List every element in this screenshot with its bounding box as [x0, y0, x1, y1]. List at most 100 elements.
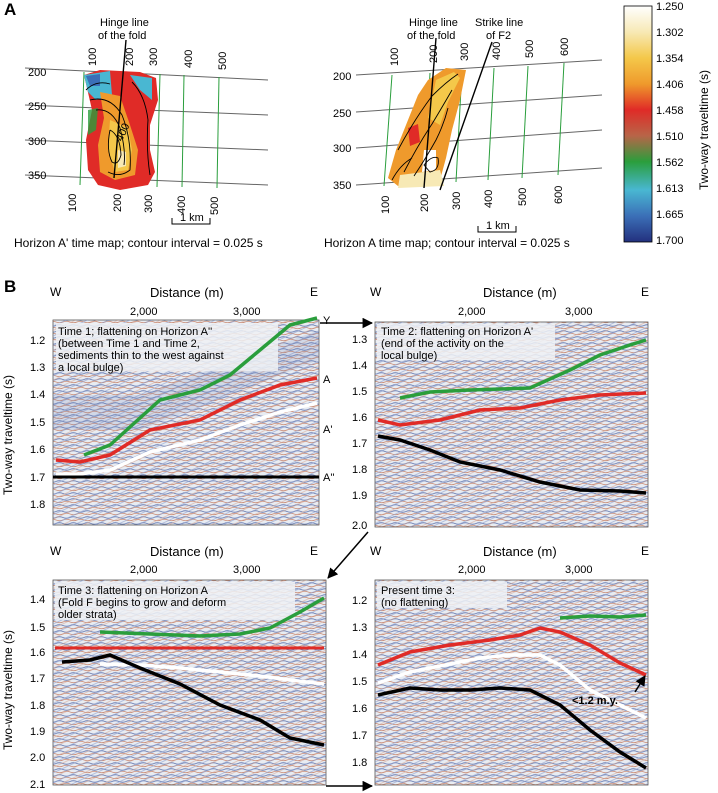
map-right-top-tick: 100 — [389, 48, 401, 66]
section-1-label-line: (between Time 1 and Time 2, — [58, 338, 200, 350]
map-left-top-tick: 300 — [148, 48, 160, 66]
horizon-label-a: A — [323, 374, 331, 386]
colorbar-label: Two-way traveltime (s) — [697, 70, 711, 190]
section-1-y-label: Two-way traveltime (s) — [1, 375, 15, 495]
section-1-label-line: Time 1; flattening on Horizon A'' — [58, 326, 212, 338]
section-2-y-tick: 1.7 — [352, 438, 367, 450]
hinge-label-left-2: of the fold — [98, 30, 146, 42]
horizon-label-y: Y — [323, 315, 331, 327]
map-right-caption: Horizon A time map; contour interval = 0… — [324, 236, 570, 250]
panel-letter-b: B — [4, 277, 16, 296]
section-3-label-line: Time 3: flattening on Horizon A — [58, 585, 209, 597]
map-left-top-tick: 400 — [183, 50, 195, 68]
section-2: W E Distance (m) 2,000 3,000 Time 2: fla… — [352, 285, 649, 532]
colorbar-tick: 1.302 — [656, 27, 684, 39]
hinge-label-left-1: Hinge line — [100, 17, 149, 29]
map-right-top-tick: 300 — [459, 43, 471, 61]
colorbar-tick: 1.458 — [656, 105, 684, 117]
map-right-y-tick: 250 — [333, 108, 351, 120]
colorbar-tick: 1.613 — [656, 183, 684, 195]
section-3: W E Distance (m) 2,000 3,000 Time 3: fla… — [1, 544, 327, 791]
strike-label-2: of F2 — [486, 30, 511, 42]
age-label: <1.2 m.y. — [572, 695, 618, 707]
section-4-west: W — [370, 544, 382, 558]
hinge-label-right-2: of the fold — [407, 30, 455, 42]
colorbar-tick: 1.665 — [656, 209, 684, 221]
map-right-top-tick: 400 — [491, 42, 503, 60]
section-2-y-tick: 1.5 — [352, 386, 367, 398]
map-right: Hinge line of the fold Strike line of F2… — [324, 17, 603, 250]
section-3-y-label: Two-way traveltime (s) — [1, 630, 15, 750]
section-3-y-tick: 1.7 — [30, 673, 45, 685]
section-3-x-tick: 2,000 — [130, 564, 158, 576]
section-2-y-tick: 1.8 — [352, 464, 367, 476]
section-4-label-line: Present time 3: — [381, 585, 455, 597]
colorbar-tick: 1.354 — [656, 53, 684, 65]
section-3-x-tick: 3,000 — [233, 564, 261, 576]
section-2-distance-label: Distance (m) — [483, 285, 557, 300]
section-1-label: Time 1; flattening on Horizon A'' (betwe… — [58, 326, 224, 374]
map-right-bottom-tick: 200 — [419, 194, 431, 212]
section-2-x-tick: 3,000 — [565, 306, 593, 318]
colorbar-tick: 1.406 — [656, 79, 684, 91]
section-2-east: E — [641, 285, 649, 299]
section-1-y-tick: 1.4 — [30, 389, 45, 401]
arrow-2-to-3 — [327, 531, 369, 579]
colorbar-tick: 1.510 — [656, 131, 684, 143]
map-left-y-tick: 300 — [28, 136, 46, 148]
section-1: W E Distance (m) 2,000 3,000 Time 1; fla… — [1, 285, 335, 526]
section-2-label-line: local bulge) — [381, 350, 437, 362]
section-4-y-tick: 1.2 — [352, 595, 367, 607]
section-1-y-tick: 1.7 — [30, 472, 45, 484]
section-3-y-tick: 1.6 — [30, 647, 45, 659]
map-left-top-tick: 200 — [124, 48, 136, 66]
section-3-y-tick: 1.5 — [30, 622, 45, 634]
hinge-label-right-1: Hinge line — [409, 17, 458, 29]
section-4-label-line: (no flattening) — [381, 597, 448, 609]
section-2-y-tick: 1.6 — [352, 412, 367, 424]
section-2-y-tick: 1.9 — [352, 490, 367, 502]
map-left-y-tick: 200 — [28, 67, 46, 79]
section-1-y-tick: 1.2 — [30, 335, 45, 347]
map-right-y-tick: 300 — [333, 143, 351, 155]
section-1-east: E — [310, 285, 318, 299]
section-3-y-tick: 2.1 — [30, 779, 45, 791]
section-3-label-line: older strata) — [58, 609, 117, 621]
horizon-label-a-double-prime: A'' — [323, 472, 335, 484]
colorbar-tick: 1.562 — [656, 157, 684, 169]
section-1-y-tick: 1.6 — [30, 444, 45, 456]
section-3-y-tick: 1.4 — [30, 594, 45, 606]
section-2-label-line: Time 2: flattening on Horizon A' — [381, 326, 533, 338]
section-1-x-tick: 2,000 — [130, 306, 158, 318]
section-4-x-tick: 3,000 — [565, 564, 593, 576]
map-right-bottom-tick: 300 — [451, 192, 463, 210]
section-3-y-tick: 1.9 — [30, 726, 45, 738]
colorbar-tick: 1.250 — [656, 1, 684, 13]
section-4-y-tick: 1.5 — [352, 676, 367, 688]
section-3-y-tick: 1.8 — [30, 700, 45, 712]
section-3-label-line: (Fold F begins to grow and deform — [58, 597, 226, 609]
map-left-scale: 1 km — [180, 212, 204, 224]
section-1-label-line: sediments thin to the west against — [58, 350, 224, 362]
map-left-y-tick: 250 — [28, 101, 46, 113]
section-3-west: W — [50, 544, 62, 558]
map-left-bottom-tick: 400 — [176, 196, 188, 214]
map-right-bottom-tick: 500 — [517, 188, 529, 206]
map-left-top-tick: 100 — [87, 48, 99, 66]
section-3-y-tick: 2.0 — [30, 752, 45, 764]
map-left-caption: Horizon A' time map; contour interval = … — [14, 236, 263, 250]
section-1-label-line: a local bulge) — [58, 362, 123, 374]
section-2-x-tick: 2,000 — [458, 306, 486, 318]
colorbar-tick: 1.700 — [656, 235, 684, 247]
section-4-x-tick: 2,000 — [458, 564, 486, 576]
section-2-y-tick: 2.0 — [352, 520, 367, 532]
section-1-west: W — [50, 285, 62, 299]
map-right-bottom-tick: 400 — [483, 190, 495, 208]
section-1-x-tick: 3,000 — [233, 306, 261, 318]
section-4-y-tick: 1.3 — [352, 622, 367, 634]
section-1-distance-label: Distance (m) — [150, 285, 224, 300]
map-left-bottom-tick: 200 — [112, 194, 124, 212]
section-3-east: E — [310, 544, 318, 558]
map-left-bottom-tick: 100 — [67, 194, 79, 212]
